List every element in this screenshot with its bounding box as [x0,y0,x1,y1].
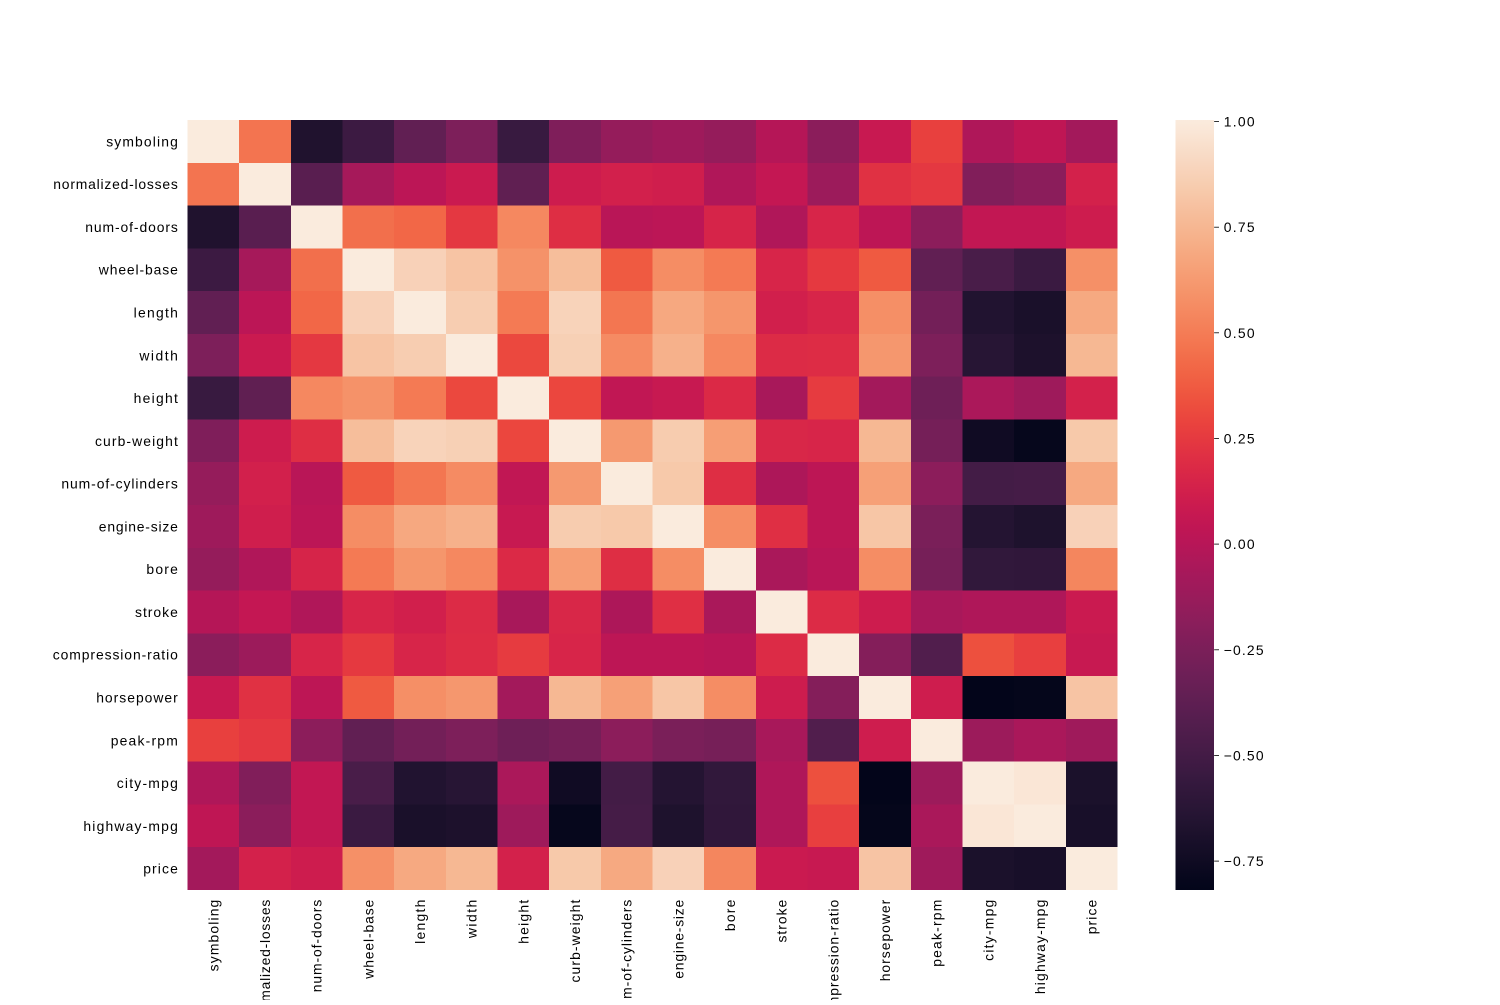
svg-text:compression-ratio: compression-ratio [53,647,178,663]
svg-text:compression-ratio: compression-ratio [825,899,841,1000]
svg-text:num-of-cylinders: num-of-cylinders [61,476,177,492]
svg-text:highway-mpg: highway-mpg [1032,900,1048,994]
svg-text:curb-weight: curb-weight [567,900,583,983]
svg-text:highway-mpg: highway-mpg [83,818,177,834]
svg-text:normalized-losses: normalized-losses [257,900,273,1000]
svg-text:horsepower: horsepower [96,690,178,706]
svg-text:height: height [515,900,531,944]
svg-text:0.25: 0.25 [1224,431,1255,447]
svg-text:price: price [1084,899,1100,934]
svg-text:bore: bore [146,561,178,577]
svg-text:engine-size: engine-size [99,518,178,534]
svg-text:1.00: 1.00 [1224,114,1255,130]
svg-text:normalized-losses: normalized-losses [53,176,178,192]
svg-text:−0.25: −0.25 [1224,642,1264,658]
svg-text:length: length [134,305,178,321]
svg-text:stroke: stroke [135,604,178,620]
svg-text:curb-weight: curb-weight [95,433,178,449]
svg-text:0.50: 0.50 [1224,325,1255,341]
svg-text:num-of-doors: num-of-doors [309,900,325,993]
svg-text:0.00: 0.00 [1224,536,1255,552]
svg-text:−0.50: −0.50 [1224,747,1264,763]
svg-text:peak-rpm: peak-rpm [111,732,178,748]
svg-text:−0.75: −0.75 [1224,853,1264,869]
svg-text:peak-rpm: peak-rpm [929,900,945,967]
svg-text:width: width [138,347,177,363]
svg-text:wheel-base: wheel-base [98,262,178,278]
svg-text:width: width [464,900,480,939]
svg-text:num-of-cylinders: num-of-cylinders [619,900,635,1000]
svg-text:stroke: stroke [774,899,790,942]
svg-text:horsepower: horsepower [877,899,893,981]
svg-text:height: height [134,390,178,406]
svg-text:num-of-doors: num-of-doors [85,219,178,235]
svg-text:0.75: 0.75 [1224,219,1255,235]
svg-text:symboling: symboling [205,900,221,972]
svg-text:price: price [143,861,178,877]
svg-text:wheel-base: wheel-base [360,899,376,979]
svg-text:engine-size: engine-size [670,899,686,978]
svg-text:length: length [412,900,428,944]
svg-text:bore: bore [722,899,738,931]
svg-text:symboling: symboling [106,133,178,149]
